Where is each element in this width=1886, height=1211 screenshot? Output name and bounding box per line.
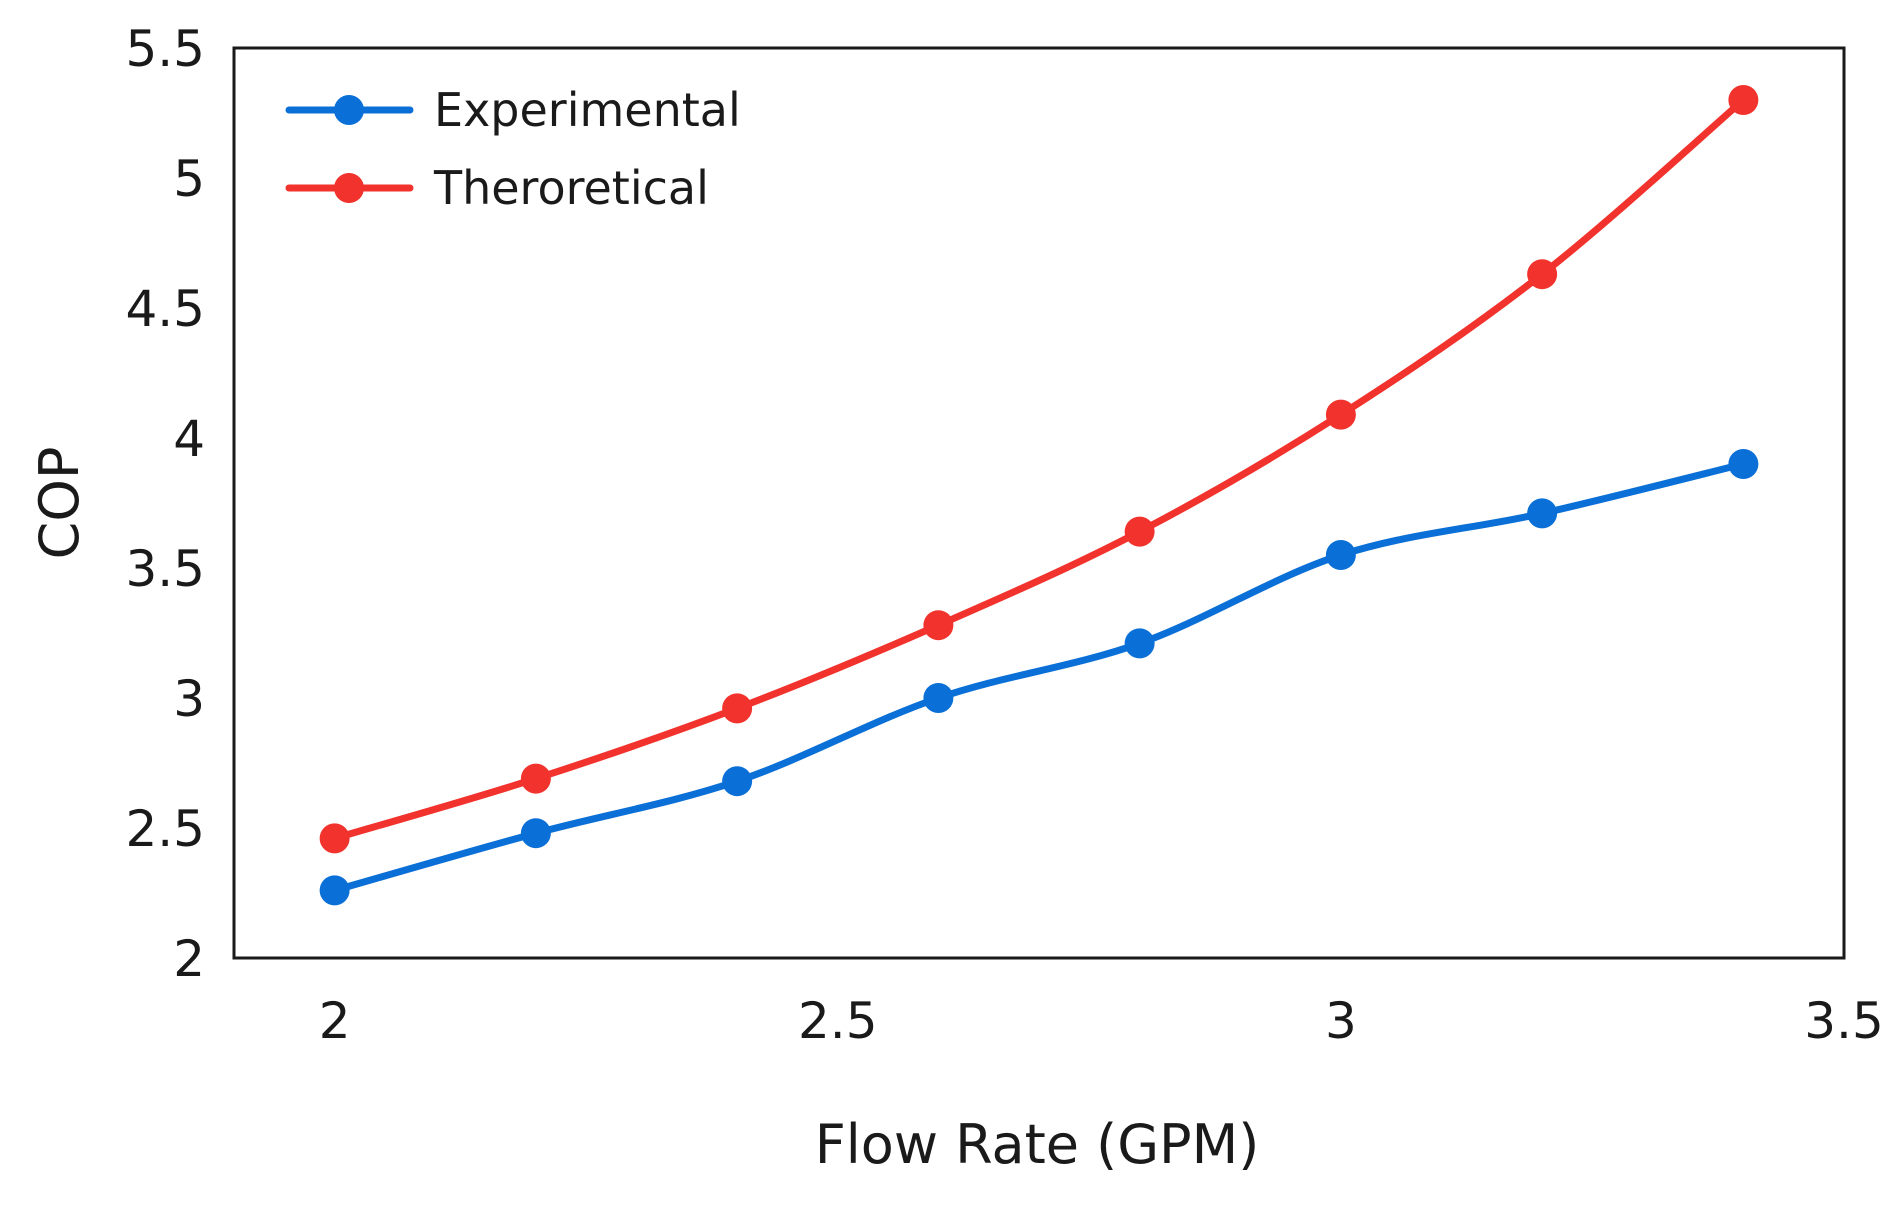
data-point-theroretical[interactable] <box>1124 516 1155 547</box>
y-tick-label: 2 <box>173 930 205 988</box>
data-point-theroretical[interactable] <box>520 763 551 794</box>
series-experimental <box>319 449 1759 906</box>
x-tick-label: 3 <box>1325 992 1357 1050</box>
data-point-experimental[interactable] <box>1325 540 1356 570</box>
data-point-theroretical[interactable] <box>923 610 954 641</box>
x-axis-title: Flow Rate (GPM) <box>815 1113 1260 1176</box>
data-point-theroretical[interactable] <box>1325 399 1356 430</box>
data-point-theroretical[interactable] <box>319 823 350 854</box>
y-tick-label: 4 <box>173 410 205 468</box>
data-point-experimental[interactable] <box>1728 449 1759 479</box>
y-axis-title: COP <box>28 447 91 560</box>
y-tick-label: 5 <box>173 150 205 208</box>
data-point-experimental[interactable] <box>1527 498 1558 529</box>
y-tick-label: 5.5 <box>125 20 205 78</box>
x-axis-ticks: 2 2.5 3 3.5 <box>319 992 1884 1050</box>
series-line-experimental <box>331 460 1747 894</box>
data-point-experimental[interactable] <box>722 766 753 797</box>
y-tick-label: 3 <box>173 670 205 728</box>
x-tick-label: 2.5 <box>798 992 878 1050</box>
series-theroretical <box>319 85 1759 854</box>
x-tick-label: 3.5 <box>1804 992 1884 1050</box>
data-point-experimental[interactable] <box>319 875 350 906</box>
legend-swatch-theoretical-marker <box>334 173 364 203</box>
legend-label-theoretical: Theroretical <box>433 161 709 215</box>
y-tick-label: 3.5 <box>125 540 205 598</box>
data-point-theroretical[interactable] <box>722 693 753 724</box>
data-point-theroretical[interactable] <box>1728 85 1759 115</box>
y-axis-ticks: 2 2.5 3 3.5 4 4.5 5 5.5 <box>125 20 205 988</box>
legend-item-theoretical[interactable]: Theroretical <box>285 161 709 215</box>
data-point-experimental[interactable] <box>520 818 551 849</box>
data-point-experimental[interactable] <box>1124 628 1155 659</box>
legend-swatch-experimental-marker <box>334 95 364 125</box>
series-layer <box>319 85 1759 906</box>
legend[interactable]: Experimental Theroretical <box>285 83 741 215</box>
data-point-theroretical[interactable] <box>1527 259 1558 290</box>
y-tick-label: 4.5 <box>125 280 205 338</box>
x-tick-label: 2 <box>319 992 351 1050</box>
data-point-experimental[interactable] <box>923 683 954 713</box>
y-tick-label: 2.5 <box>125 800 205 858</box>
legend-item-experimental[interactable]: Experimental <box>285 83 741 137</box>
legend-label-experimental: Experimental <box>434 83 741 137</box>
